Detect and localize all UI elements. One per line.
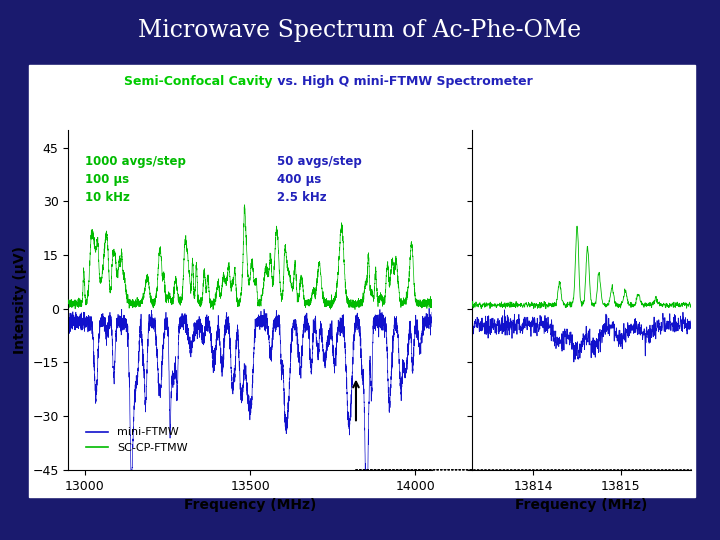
- Text: Microwave Spectrum of Ac-Phe-OMe: Microwave Spectrum of Ac-Phe-OMe: [138, 19, 582, 42]
- X-axis label: Frequency (MHz): Frequency (MHz): [516, 498, 647, 512]
- X-axis label: Frequency (MHz): Frequency (MHz): [184, 498, 316, 512]
- Text: 50 avgs/step
400 μs
2.5 kHz: 50 avgs/step 400 μs 2.5 kHz: [276, 154, 361, 204]
- Text: 1000 avgs/step
100 μs
10 kHz: 1000 avgs/step 100 μs 10 kHz: [85, 154, 186, 204]
- Legend: mini-FTMW, SC-CP-FTMW: mini-FTMW, SC-CP-FTMW: [81, 423, 192, 457]
- Text: Semi-Confocal Cavity: Semi-Confocal Cavity: [124, 75, 272, 87]
- Text: vs. High Q mini-FTMW Spectrometer: vs. High Q mini-FTMW Spectrometer: [274, 75, 533, 87]
- Y-axis label: Intensity (μV): Intensity (μV): [13, 246, 27, 354]
